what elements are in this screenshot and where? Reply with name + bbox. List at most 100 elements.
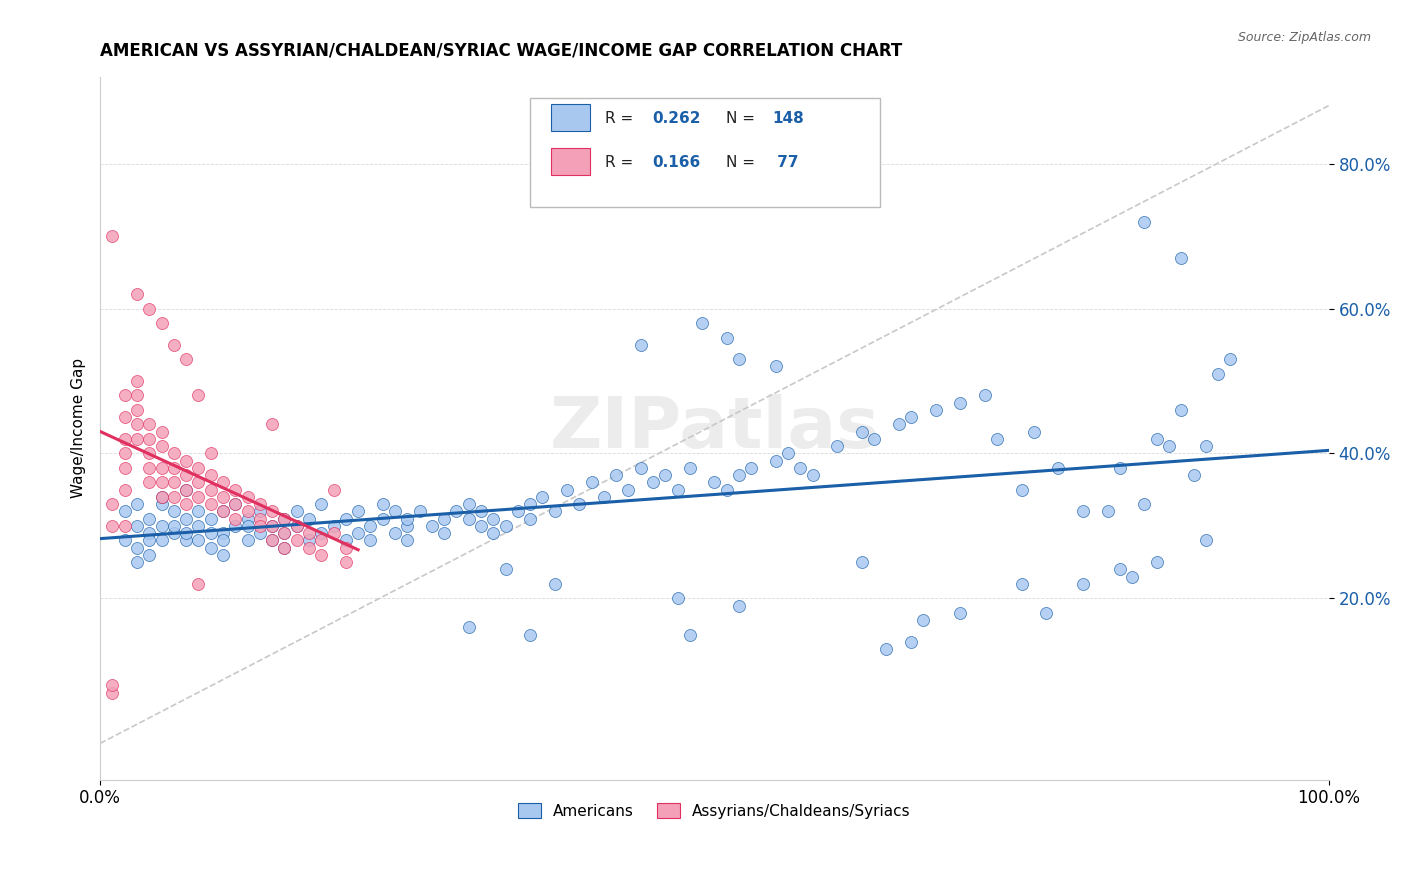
- Point: [125, 497, 148, 511]
- Point: [114, 519, 136, 533]
- Point: [101, 497, 124, 511]
- Y-axis label: Wage/Income Gap: Wage/Income Gap: [72, 358, 86, 498]
- Point: [1195, 533, 1218, 548]
- Point: [827, 439, 849, 453]
- Text: ZIPatlas: ZIPatlas: [550, 393, 880, 463]
- Point: [187, 519, 209, 533]
- Point: [187, 461, 209, 475]
- Text: N =: N =: [725, 111, 759, 126]
- Point: [1121, 569, 1143, 583]
- Point: [1157, 439, 1180, 453]
- Point: [555, 483, 578, 497]
- Point: [728, 599, 751, 613]
- Point: [973, 388, 995, 402]
- Point: [900, 635, 922, 649]
- Point: [174, 483, 197, 497]
- Point: [212, 490, 235, 504]
- Point: [224, 519, 246, 533]
- Point: [703, 475, 725, 490]
- Point: [851, 425, 873, 439]
- Point: [163, 475, 186, 490]
- Point: [778, 446, 800, 460]
- Point: [212, 504, 235, 518]
- Point: [150, 316, 173, 330]
- Point: [863, 432, 886, 446]
- Point: [101, 678, 124, 692]
- Point: [1109, 562, 1132, 576]
- Point: [482, 511, 505, 525]
- Point: [457, 620, 479, 634]
- Point: [654, 468, 676, 483]
- Point: [544, 577, 567, 591]
- Point: [200, 483, 222, 497]
- Point: [212, 533, 235, 548]
- Point: [396, 519, 419, 533]
- Text: AMERICAN VS ASSYRIAN/CHALDEAN/SYRIAC WAGE/INCOME GAP CORRELATION CHART: AMERICAN VS ASSYRIAN/CHALDEAN/SYRIAC WAG…: [100, 42, 903, 60]
- Point: [125, 432, 148, 446]
- Point: [200, 511, 222, 525]
- Point: [114, 388, 136, 402]
- Point: [150, 497, 173, 511]
- Point: [125, 388, 148, 402]
- Point: [200, 526, 222, 541]
- Point: [114, 432, 136, 446]
- Point: [101, 229, 124, 244]
- Point: [150, 439, 173, 453]
- Point: [1219, 352, 1241, 367]
- Point: [125, 287, 148, 301]
- Point: [262, 519, 284, 533]
- Point: [740, 461, 762, 475]
- Point: [581, 475, 603, 490]
- Point: [212, 548, 235, 562]
- Point: [125, 541, 148, 555]
- Point: [470, 519, 492, 533]
- Point: [335, 541, 357, 555]
- Point: [1182, 468, 1205, 483]
- Point: [335, 555, 357, 569]
- Point: [801, 468, 824, 483]
- Point: [249, 497, 271, 511]
- Point: [174, 533, 197, 548]
- Point: [114, 504, 136, 518]
- Point: [1022, 425, 1045, 439]
- Point: [912, 613, 935, 627]
- Point: [138, 475, 160, 490]
- Point: [174, 497, 197, 511]
- Point: [396, 511, 419, 525]
- Point: [285, 504, 308, 518]
- Point: [311, 497, 333, 511]
- Point: [384, 526, 406, 541]
- Point: [114, 483, 136, 497]
- Point: [519, 627, 541, 641]
- Point: [249, 519, 271, 533]
- Point: [285, 519, 308, 533]
- Point: [125, 417, 148, 432]
- Text: R =: R =: [605, 111, 638, 126]
- Point: [457, 497, 479, 511]
- Point: [200, 541, 222, 555]
- Point: [187, 533, 209, 548]
- Point: [273, 526, 295, 541]
- Point: [1195, 439, 1218, 453]
- Text: N =: N =: [725, 155, 759, 169]
- Point: [138, 432, 160, 446]
- Point: [470, 504, 492, 518]
- Point: [641, 475, 664, 490]
- Point: [519, 497, 541, 511]
- Text: 148: 148: [772, 111, 804, 126]
- Point: [311, 548, 333, 562]
- Point: [728, 468, 751, 483]
- Point: [200, 497, 222, 511]
- Point: [273, 526, 295, 541]
- Point: [544, 504, 567, 518]
- Point: [212, 504, 235, 518]
- Point: [1035, 606, 1057, 620]
- Point: [125, 403, 148, 417]
- Point: [249, 526, 271, 541]
- Point: [138, 533, 160, 548]
- Point: [200, 468, 222, 483]
- Point: [457, 511, 479, 525]
- Point: [924, 403, 946, 417]
- Point: [285, 519, 308, 533]
- Point: [262, 519, 284, 533]
